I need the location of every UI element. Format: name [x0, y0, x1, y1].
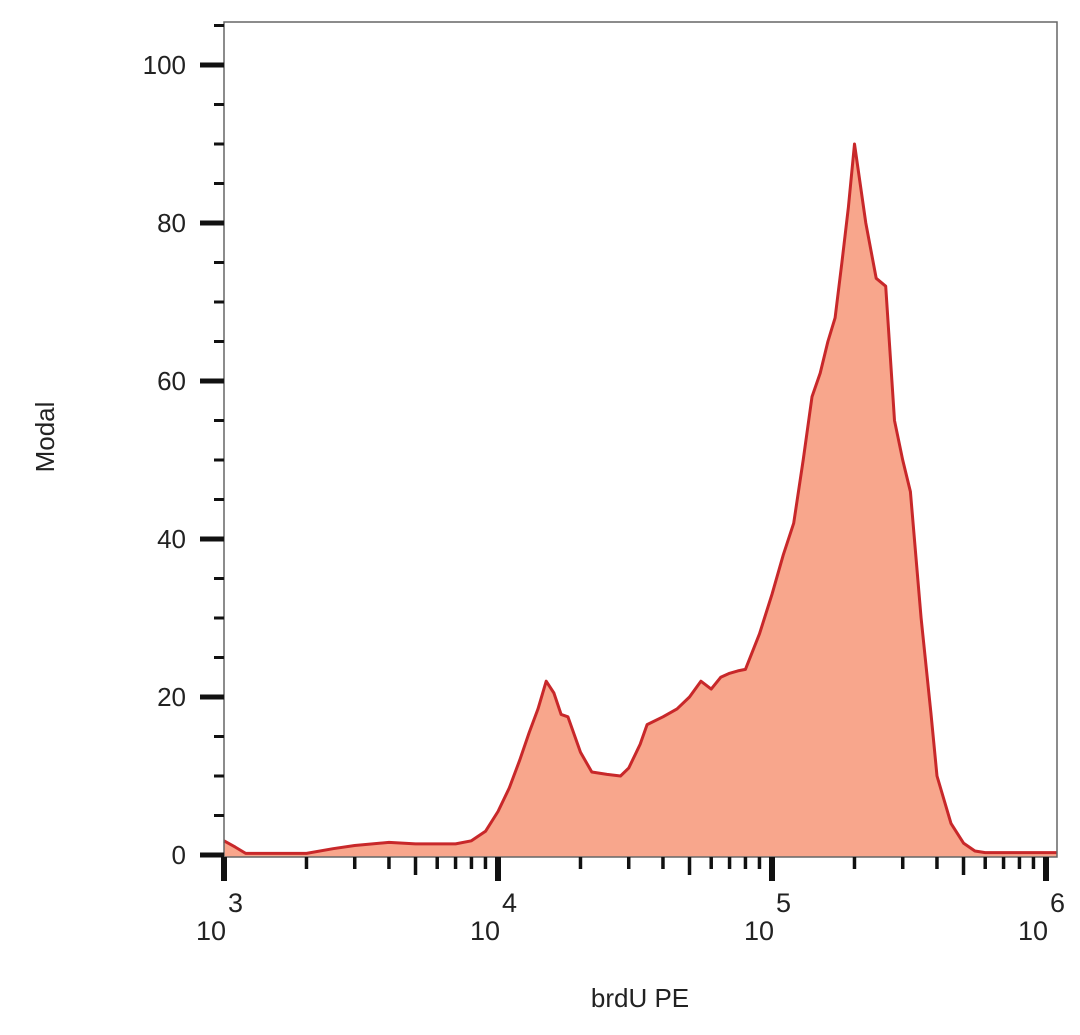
- svg-text:3: 3: [228, 888, 243, 918]
- x-axis-label: brdU PE: [591, 983, 689, 1013]
- y-tick-label: 0: [172, 840, 186, 870]
- svg-text:10: 10: [1018, 916, 1048, 946]
- y-axis-label: Modal: [30, 402, 60, 473]
- x-tick-label: 105: [744, 888, 791, 946]
- x-tick-label: 103: [196, 888, 243, 946]
- svg-text:10: 10: [470, 916, 500, 946]
- svg-text:10: 10: [744, 916, 774, 946]
- plot-frame: [223, 21, 1058, 858]
- y-tick-label: 60: [157, 366, 186, 396]
- svg-text:10: 10: [196, 916, 226, 946]
- svg-text:6: 6: [1050, 888, 1065, 918]
- y-tick-label: 40: [157, 524, 186, 554]
- y-tick-label: 20: [157, 682, 186, 712]
- y-tick-label: 100: [143, 50, 186, 80]
- svg-text:4: 4: [502, 888, 517, 918]
- y-tick-label: 80: [157, 208, 186, 238]
- x-tick-label: 104: [470, 888, 517, 946]
- histogram-line: [223, 142, 1057, 855]
- x-tick-label: 106: [1018, 888, 1065, 946]
- y-axis: 0 20 40 60 80 100: [143, 24, 224, 870]
- histogram-fill: [224, 144, 1057, 857]
- histogram-area: [223, 142, 1057, 857]
- svg-text:5: 5: [776, 888, 791, 918]
